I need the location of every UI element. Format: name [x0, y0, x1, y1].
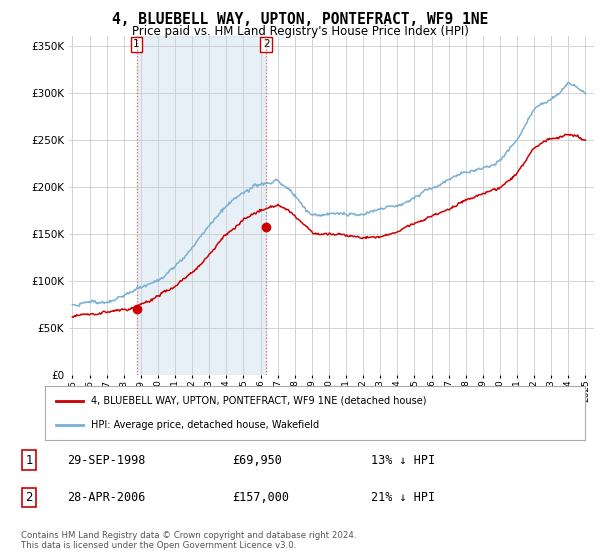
Text: 29-SEP-1998: 29-SEP-1998 [67, 454, 145, 467]
Bar [137, 36, 266, 375]
Text: 2: 2 [26, 491, 33, 504]
Text: HPI: Average price, detached house, Wakefield: HPI: Average price, detached house, Wake… [91, 420, 319, 430]
Text: 13% ↓ HPI: 13% ↓ HPI [371, 454, 435, 467]
Text: £69,950: £69,950 [232, 454, 282, 467]
Text: Contains HM Land Registry data © Crown copyright and database right 2024.
This d: Contains HM Land Registry data © Crown c… [21, 531, 356, 550]
Text: 1: 1 [133, 39, 140, 49]
Text: Price paid vs. HM Land Registry's House Price Index (HPI): Price paid vs. HM Land Registry's House … [131, 25, 469, 38]
Text: 2: 2 [263, 39, 269, 49]
Text: 4, BLUEBELL WAY, UPTON, PONTEFRACT, WF9 1NE: 4, BLUEBELL WAY, UPTON, PONTEFRACT, WF9 … [112, 12, 488, 27]
Text: 4, BLUEBELL WAY, UPTON, PONTEFRACT, WF9 1NE (detached house): 4, BLUEBELL WAY, UPTON, PONTEFRACT, WF9 … [91, 396, 427, 406]
Text: 28-APR-2006: 28-APR-2006 [67, 491, 145, 504]
Text: 21% ↓ HPI: 21% ↓ HPI [371, 491, 435, 504]
Text: 1: 1 [26, 454, 33, 467]
Text: £157,000: £157,000 [232, 491, 289, 504]
